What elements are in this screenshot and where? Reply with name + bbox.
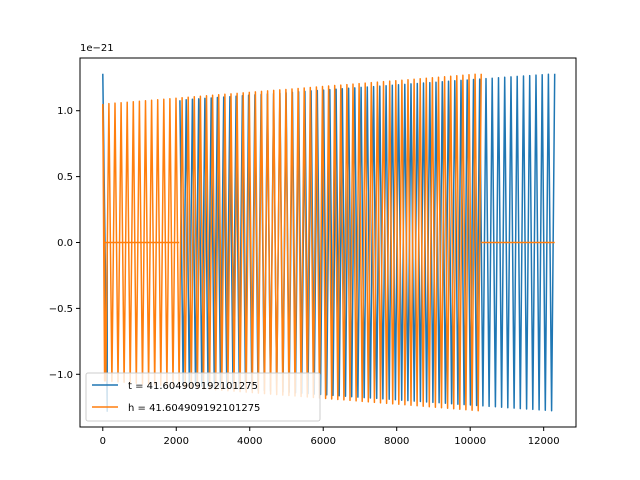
y-axis-ticks: −1.0 −0.5 0.0 0.5 1.0 bbox=[49, 106, 80, 381]
x-tick-label: 2000 bbox=[164, 436, 189, 447]
x-tick-label: 12000 bbox=[528, 436, 560, 447]
legend: t = 41.604909192101275 h = 41.6049091921… bbox=[85, 372, 321, 422]
series-layer bbox=[102, 73, 556, 412]
y-tick-label: −0.5 bbox=[49, 304, 73, 315]
x-axis-ticks: 0 2000 4000 6000 8000 10000 12000 bbox=[100, 427, 560, 447]
x-tick-label: 10000 bbox=[454, 436, 486, 447]
series-line-1 bbox=[102, 73, 482, 412]
y-offset-label: 1e−21 bbox=[80, 43, 114, 54]
legend-label-h: h = 41.604909192101275 bbox=[128, 403, 260, 414]
series-line-0 bbox=[179, 73, 556, 412]
x-tick-label: 6000 bbox=[310, 436, 335, 447]
x-tick-label: 0 bbox=[100, 436, 106, 447]
y-tick-label: 1.0 bbox=[57, 106, 73, 117]
y-tick-label: 0.0 bbox=[57, 238, 73, 249]
plot-area bbox=[102, 73, 556, 412]
x-tick-label: 8000 bbox=[384, 436, 409, 447]
legend-box bbox=[85, 372, 321, 422]
y-tick-label: −1.0 bbox=[49, 370, 73, 381]
legend-label-t: t = 41.604909192101275 bbox=[128, 381, 258, 392]
x-tick-label: 4000 bbox=[237, 436, 262, 447]
y-tick-label: 0.5 bbox=[57, 172, 73, 183]
